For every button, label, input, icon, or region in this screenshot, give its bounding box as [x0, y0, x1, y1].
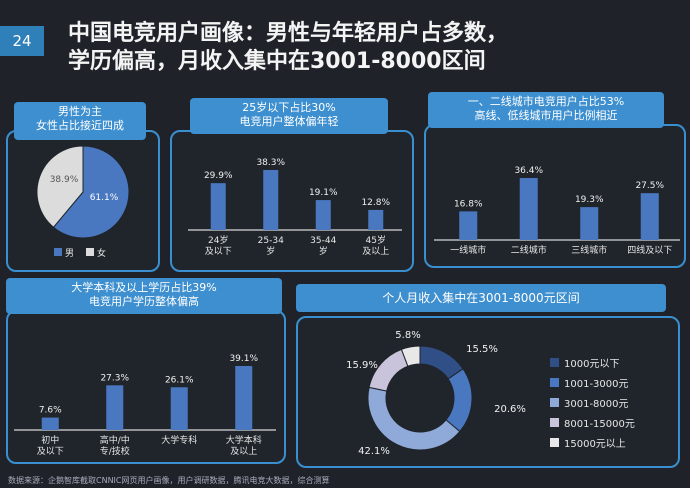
bar-3 — [170, 387, 188, 430]
bar-2 — [519, 178, 538, 240]
gender-pie-chart: 61.1% 38.9% 男 女 — [36, 145, 130, 259]
age-bar-chart: 29.9%24岁及以下38.3%25-34岁19.1%35-44岁12.8%45… — [188, 158, 402, 257]
donut-label-3: 42.1% — [358, 446, 390, 457]
donut-label-4: 15.9% — [346, 360, 378, 371]
city-header-line-1: 一、二线城市电竞用户占比53% — [467, 95, 625, 108]
donut-slice-2 — [445, 368, 473, 433]
legend-label-4: 8001-15000元 — [564, 419, 635, 430]
pie-slice-1 — [52, 145, 130, 239]
age-header-line-1: 25岁以下占比30% — [242, 101, 336, 114]
legend-swatch-4 — [550, 418, 559, 427]
category-label-3-line-2: 岁 — [319, 245, 328, 257]
legend-label-2: 1001-3000元 — [564, 379, 629, 390]
category-label-3-line-1: 35-44 — [310, 236, 336, 246]
gender-header-line-2: 女性占比接近四成 — [36, 119, 124, 132]
age-panel — [170, 130, 414, 272]
pie-slice-label-2: 38.9% — [50, 175, 79, 185]
bar-value-label-4: 12.8% — [361, 198, 390, 208]
category-label-2-line-1: 25-34 — [258, 236, 284, 246]
bar-value-label-1: 29.9% — [204, 171, 233, 181]
bar-value-label-3: 26.1% — [165, 375, 194, 385]
legend-swatch-2 — [550, 378, 559, 387]
bar-value-label-2: 36.4% — [514, 166, 543, 176]
category-label-1-line-1: 24岁 — [208, 234, 228, 246]
donut-label-2: 20.6% — [494, 404, 526, 415]
income-panel — [296, 316, 680, 468]
bar-4 — [368, 209, 384, 230]
legend-label-5: 15000元以上 — [564, 438, 626, 450]
legend-swatch-5 — [550, 438, 559, 447]
category-label-4-line-1: 大学本科 — [226, 434, 262, 446]
bar-value-label-1: 7.6% — [39, 406, 62, 416]
category-label-2-line-2: 岁 — [266, 245, 275, 257]
footer-source: 数据来源：企鹅智库截取CNNIC网页用户画像，用户调研数据，腾讯电竞大数据，综合… — [8, 476, 330, 485]
edu-header: 大学本科及以上学历占比39% 电竞用户学历整体偏高 — [6, 278, 282, 314]
pie-slice-2 — [36, 145, 84, 228]
donut-slice-5 — [400, 345, 421, 367]
category-label-1-line-2: 及以下 — [37, 446, 64, 457]
gender-header: 男性为主 女性占比接近四成 — [14, 102, 146, 140]
category-label-4-line-2: 及以上 — [230, 446, 257, 457]
donut-label-5: 5.8% — [395, 330, 420, 341]
page-number: 24 — [0, 26, 44, 56]
age-header: 25岁以下占比30% 电竞用户整体偏年轻 — [190, 98, 388, 134]
category-label-1-line-1: 初中 — [41, 434, 59, 446]
income-header-text: 个人月收入集中在3001-8000元区间 — [382, 291, 580, 305]
edu-header-line-2: 电竞用户学历整体偏高 — [89, 295, 199, 308]
category-label-2-line-2: 专/技校 — [100, 445, 130, 457]
legend-swatch-2 — [86, 248, 94, 256]
bar-1 — [41, 417, 59, 430]
title-line-2: 学历偏高，月收入集中在3001-8000区间 — [68, 49, 486, 74]
bar-4 — [235, 366, 253, 430]
city-bar-chart: 16.8% 一线城市 36.4% 二线城市 19.3% 三线城市 27.5% 四线及以下 — [434, 166, 680, 256]
category-label-4-line-2: 及以上 — [362, 246, 389, 257]
bar-2 — [106, 385, 124, 430]
legend-label-3: 3001-8000元 — [564, 399, 629, 410]
category-label-2-line-1: 高中/中 — [100, 434, 130, 446]
category-label-4: 四线及以下 — [627, 244, 672, 256]
bar-value-label-4: 39.1% — [229, 354, 258, 364]
bar-value-label-4: 27.5% — [635, 181, 664, 191]
donut-label-1: 15.5% — [466, 344, 498, 355]
bar-1 — [210, 183, 226, 230]
donut-slice-3 — [367, 386, 461, 451]
category-label-3: 三线城市 — [571, 244, 607, 256]
category-label-2: 二线城市 — [511, 244, 547, 256]
category-label-4-line-1: 45岁 — [366, 234, 386, 246]
bar-value-label-3: 19.1% — [309, 188, 338, 198]
pie-slice-label-1: 61.1% — [90, 193, 119, 203]
bar-3 — [580, 207, 599, 240]
edu-header-line-1: 大学本科及以上学历占比39% — [71, 281, 217, 294]
legend-label-2: 女 — [97, 247, 106, 259]
bar-value-label-3: 19.3% — [575, 195, 604, 205]
bar-1 — [459, 211, 478, 240]
city-header: 一、二线城市电竞用户占比53% 高线、低线城市用户比例相近 — [428, 92, 664, 128]
age-header-line-2: 电竞用户整体偏年轻 — [239, 115, 339, 128]
city-header-line-2: 高线、低线城市用户比例相近 — [474, 109, 618, 122]
legend-label-1: 男 — [65, 248, 74, 259]
legend-label-1: 1000元以下 — [564, 359, 619, 370]
legend-swatch-1 — [550, 358, 559, 367]
income-donut-chart: 15.5% 20.6% 42.1% 15.9% 5.8% 1000元以下 1001-3000… — [346, 330, 635, 457]
category-label-3: 大学专科 — [161, 434, 197, 446]
legend-swatch-1 — [54, 248, 62, 256]
category-label-1-line-2: 及以下 — [205, 246, 232, 257]
bar-value-label-1: 16.8% — [454, 199, 483, 209]
gender-header-line-1: 男性为主 — [58, 105, 102, 118]
category-label-1: 一线城市 — [450, 244, 486, 256]
bar-3 — [315, 200, 331, 230]
bar-2 — [263, 170, 279, 230]
legend-swatch-3 — [550, 398, 559, 407]
bar-value-label-2: 27.3% — [100, 373, 129, 383]
title-line-1: 中国电竞用户画像：男性与年轻用户占多数， — [68, 21, 509, 46]
income-header: 个人月收入集中在3001-8000元区间 — [296, 284, 666, 312]
page-title: 中国电竞用户画像：男性与年轻用户占多数， 学历偏高，月收入集中在3001-800… — [68, 20, 508, 76]
bar-value-label-2: 38.3% — [256, 158, 285, 168]
bar-4 — [640, 193, 659, 240]
